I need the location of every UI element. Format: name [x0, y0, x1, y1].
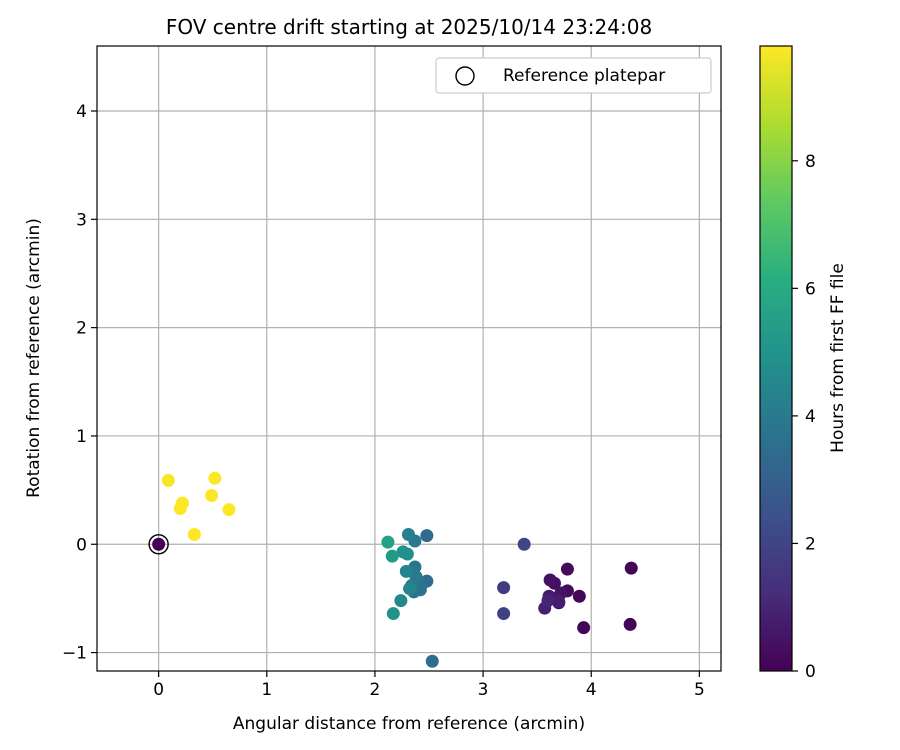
- x-tick-label: 5: [694, 680, 705, 700]
- legend: Reference platepar: [435, 57, 712, 94]
- x-axis-ticks: 0 1 2 3 4 5: [153, 671, 705, 700]
- data-point: [401, 528, 415, 542]
- data-point: [577, 621, 591, 635]
- y-tick-label: 4: [76, 102, 87, 122]
- y-axis-ticks: −1 0 1 2 3 4: [62, 102, 97, 664]
- data-point: [187, 528, 201, 542]
- data-points: [148, 471, 638, 668]
- data-point: [396, 545, 410, 559]
- colorbar-tick-label: 8: [805, 152, 816, 172]
- y-tick-label: 0: [76, 535, 87, 555]
- grid: [97, 46, 721, 671]
- data-point: [381, 535, 395, 549]
- data-point: [552, 595, 566, 609]
- colorbar-label: Hours from first FF file: [828, 263, 848, 453]
- data-point: [403, 582, 417, 596]
- colorbar-ticks: 0 2 4 6 8: [792, 152, 816, 682]
- colorbar-tick-label: 2: [805, 534, 816, 554]
- data-point: [161, 473, 175, 487]
- colorbar-tick-label: 4: [805, 407, 816, 427]
- data-point: [399, 564, 413, 578]
- data-point: [385, 549, 399, 563]
- x-tick-label: 1: [261, 680, 272, 700]
- y-tick-label: −1: [62, 644, 87, 664]
- data-point: [497, 607, 511, 621]
- data-point: [624, 561, 638, 575]
- x-axis-label: Angular distance from reference (arcmin): [233, 714, 585, 734]
- x-tick-label: 2: [370, 680, 381, 700]
- y-tick-label: 1: [76, 427, 87, 447]
- chart-title: FOV centre drift starting at 2025/10/14 …: [166, 15, 652, 39]
- colorbar-tick-label: 0: [805, 662, 816, 682]
- data-point: [497, 581, 511, 595]
- x-tick-label: 4: [586, 680, 597, 700]
- plot-frame: [96, 45, 722, 672]
- data-point: [560, 562, 574, 576]
- data-point: [386, 607, 400, 621]
- y-axis-label: Rotation from reference (arcmin): [24, 218, 44, 498]
- x-tick-label: 0: [153, 680, 164, 700]
- data-point: [208, 471, 222, 485]
- data-point: [222, 503, 236, 517]
- reference-platepar-marker: [148, 534, 169, 555]
- data-point: [173, 502, 187, 516]
- legend-reference-marker: [455, 66, 475, 86]
- colorbar-gradient: [759, 45, 793, 672]
- legend-entry-reference: Reference platepar: [503, 66, 665, 86]
- data-point: [517, 537, 531, 551]
- data-point: [543, 573, 557, 587]
- data-point: [425, 654, 439, 668]
- data-point: [205, 489, 219, 503]
- data-point: [394, 594, 408, 608]
- data-point: [420, 529, 434, 543]
- data-point: [623, 617, 637, 631]
- colorbar: 0 2 4 6 8 Hours from first FF file: [759, 45, 848, 682]
- data-point: [541, 594, 555, 608]
- x-tick-label: 3: [478, 680, 489, 700]
- data-point: [152, 537, 166, 551]
- legend-box: [435, 57, 712, 94]
- y-tick-label: 3: [76, 210, 87, 230]
- data-point: [572, 589, 586, 603]
- colorbar-tick-label: 6: [805, 279, 816, 299]
- y-tick-label: 2: [76, 319, 87, 339]
